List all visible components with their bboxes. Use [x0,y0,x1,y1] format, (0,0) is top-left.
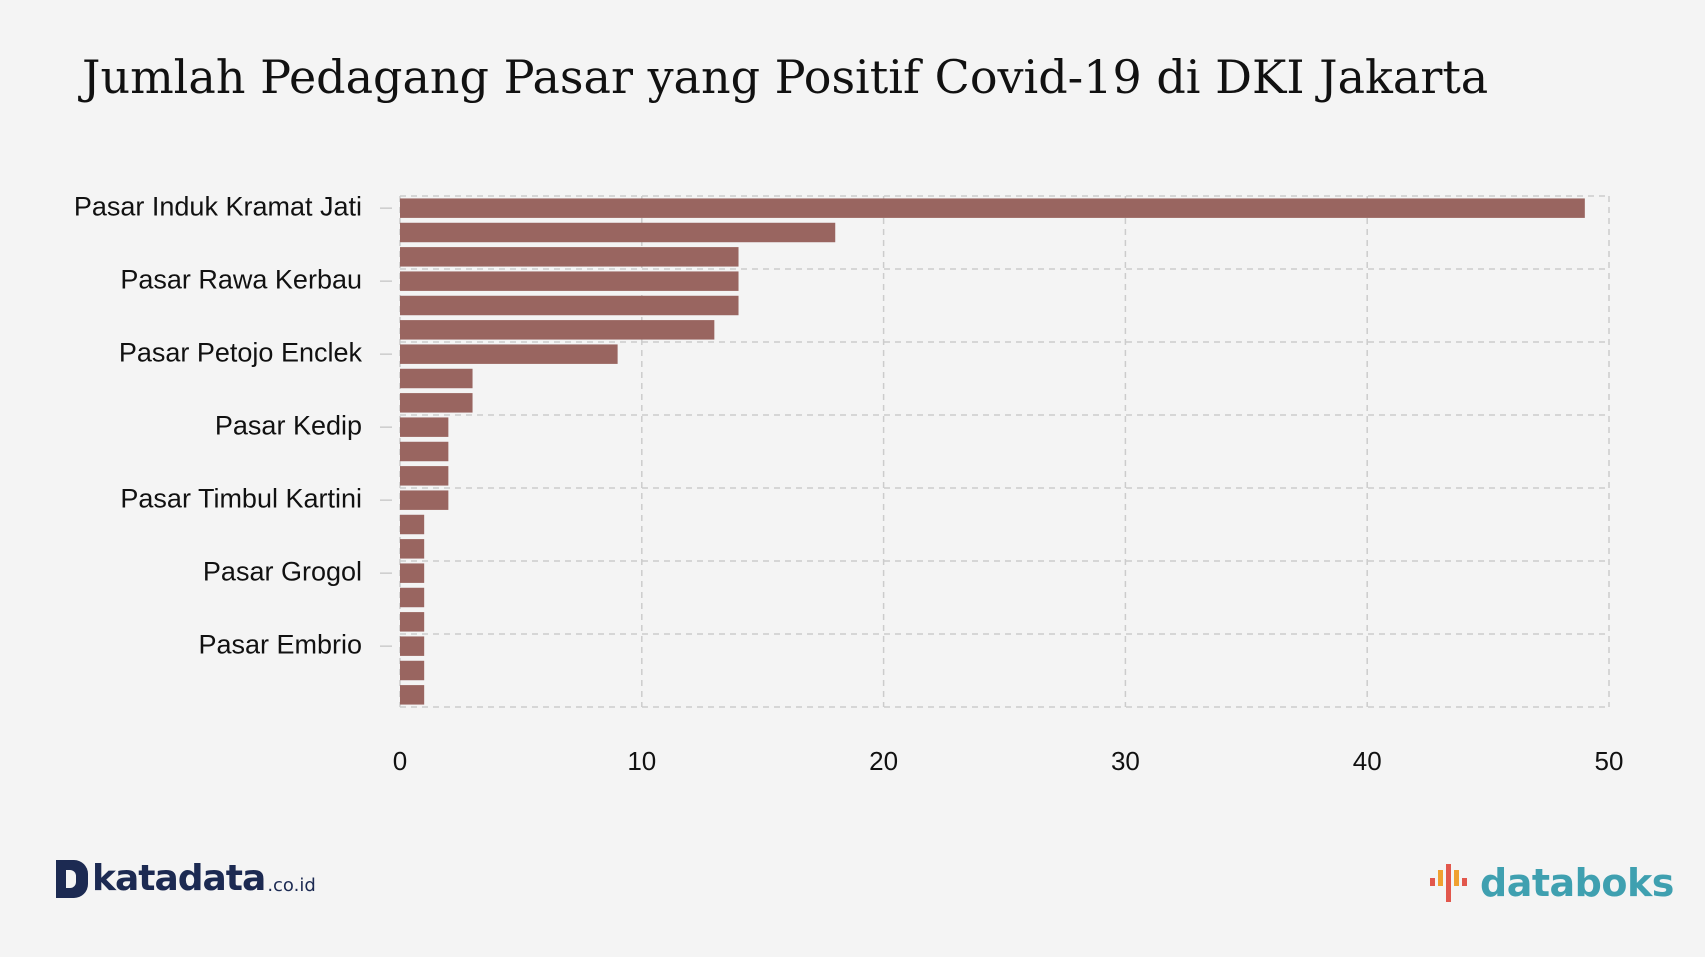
bar [400,612,425,632]
x-tick-label: 0 [393,746,407,776]
katadata-d-icon [56,859,88,898]
katadata-suffix: .co.id [267,875,316,896]
databoks-bars-icon [1430,864,1467,902]
bar [400,685,425,705]
x-tick-label: 30 [1111,746,1140,776]
bar [400,247,739,267]
category-label: Pasar Grogol [203,556,362,586]
category-label: Pasar Petojo Enclek [119,337,363,367]
category-label: Pasar Embrio [198,629,362,659]
katadata-logo: katadata .co.id [56,858,316,899]
bar [400,539,425,559]
x-tick-label: 10 [627,746,656,776]
bar [400,198,1585,218]
bar [400,295,739,316]
bar [400,563,425,583]
databoks-logo: databoks [1428,860,1674,906]
x-tick-label: 50 [1595,746,1624,776]
bar [400,417,449,437]
bar [400,587,425,608]
bar [400,636,425,656]
katadata-wordmark: katadata [92,858,266,899]
x-tick-label: 40 [1353,746,1382,776]
bar [400,271,739,291]
bar [400,393,473,413]
bar [400,441,449,462]
bar [400,660,425,681]
category-label: Pasar Rawa Kerbau [120,264,362,294]
bar [400,344,618,364]
bar [400,368,473,389]
databoks-wordmark: databoks [1480,861,1674,905]
category-label: Pasar Timbul Kartini [120,483,362,513]
category-label: Pasar Induk Kramat Jati [74,191,362,221]
x-tick-label: 20 [869,746,898,776]
category-label: Pasar Kedip [215,410,362,440]
bar [400,514,425,535]
bar [400,490,449,510]
bar [400,466,449,486]
bar [400,320,715,340]
bar [400,222,836,243]
chart-title: Jumlah Pedagang Pasar yang Positif Covid… [82,50,1489,104]
